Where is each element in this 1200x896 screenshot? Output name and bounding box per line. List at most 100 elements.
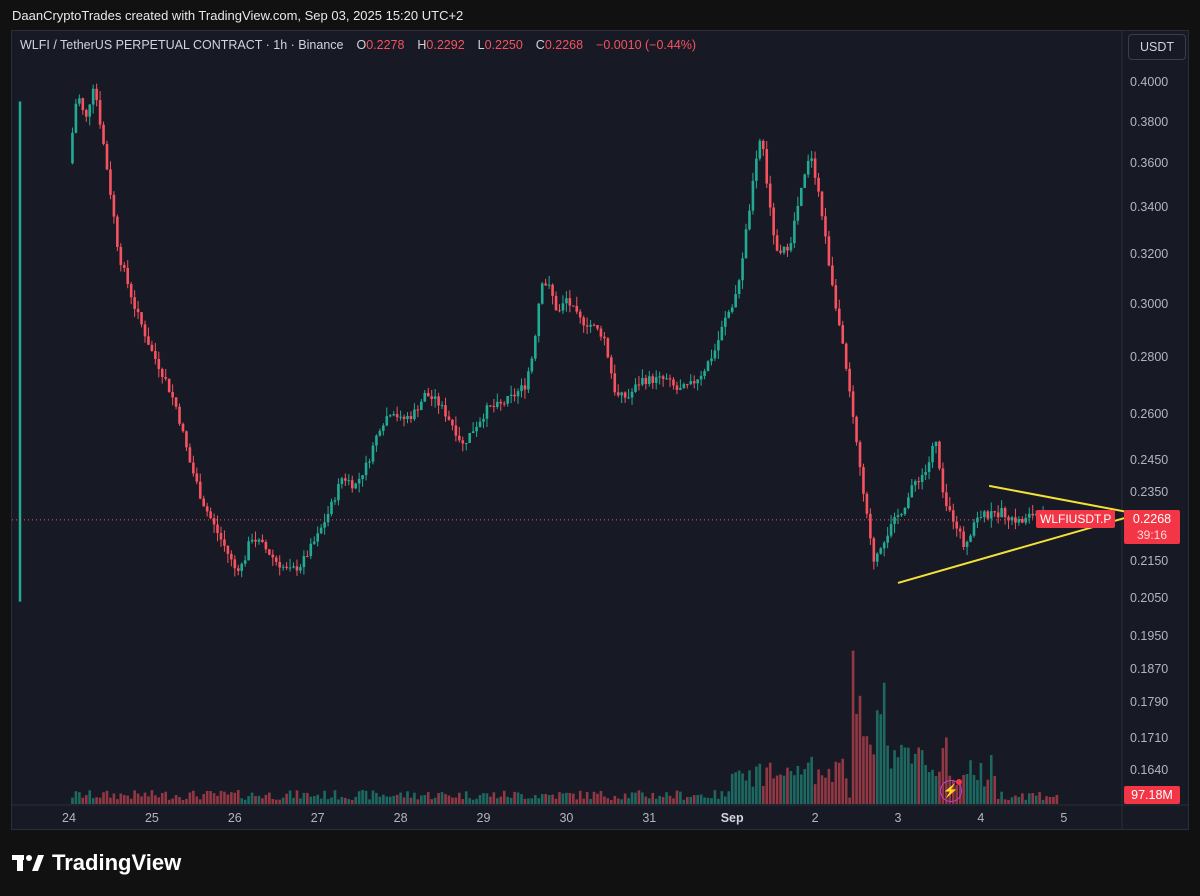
volume-bar — [458, 792, 461, 804]
candle-body — [679, 387, 682, 390]
candle-body — [717, 340, 720, 351]
volume-bar — [758, 763, 762, 804]
price-axis-label: 0.2150 — [1130, 554, 1169, 569]
volume-bar — [889, 768, 893, 804]
candle-body — [976, 517, 979, 523]
volume-bar — [202, 793, 206, 804]
chart-panel[interactable] — [11, 30, 1189, 830]
volume-bar — [281, 797, 285, 804]
candle-body — [513, 394, 516, 397]
candle-body — [534, 336, 537, 359]
candle-body — [648, 376, 651, 385]
volume-bar — [437, 793, 440, 804]
price-axis-label: 0.3600 — [1130, 156, 1169, 171]
candle-body — [288, 567, 292, 569]
candle-body — [150, 344, 154, 351]
time-axis-label: 25 — [144, 811, 159, 825]
volume-bar — [844, 778, 848, 804]
volume-bar — [451, 797, 454, 804]
volume-bar — [192, 790, 195, 804]
candle-body — [406, 415, 409, 420]
volume-bar — [261, 798, 264, 804]
time-axis-label: 2 — [811, 811, 819, 825]
candle-body — [889, 524, 893, 536]
volume-bar — [613, 795, 617, 804]
time-axis-label: 4 — [977, 811, 985, 825]
candle-body — [900, 514, 903, 516]
candle-body — [236, 568, 240, 571]
candle-body — [793, 220, 796, 244]
candle-body — [879, 548, 883, 554]
candle-body — [430, 396, 433, 399]
volume-bar — [382, 794, 385, 804]
candle-body — [865, 493, 869, 514]
volume-bar — [582, 798, 585, 804]
volume-bar — [900, 744, 903, 804]
volume-bar — [875, 710, 879, 804]
volume-bar — [302, 792, 306, 804]
volume-bar — [205, 790, 209, 804]
candle-body — [582, 317, 585, 326]
volume-bar — [599, 790, 603, 804]
candle-body — [364, 462, 368, 476]
volume-bar — [268, 792, 271, 804]
volume-bar — [837, 762, 841, 804]
candle-body — [547, 284, 551, 286]
volume-bar — [112, 793, 116, 804]
volume-bar — [496, 798, 499, 804]
volume-bar — [471, 799, 475, 804]
volume-bar — [292, 797, 295, 804]
volume-bar — [772, 778, 775, 804]
volume-bar — [748, 770, 751, 804]
volume-bar — [699, 794, 703, 804]
candle-body — [129, 284, 133, 298]
volume-bar — [406, 791, 409, 804]
lightning-icon[interactable]: ⚡ — [940, 780, 962, 802]
volume-bar — [858, 695, 862, 804]
volume-bar — [692, 795, 696, 804]
volume-bar — [685, 797, 689, 804]
volume-bar — [799, 774, 803, 804]
candle-body — [140, 312, 143, 325]
volume-bar — [806, 762, 810, 804]
volume-bar — [399, 792, 402, 804]
price-axis-label: 0.4000 — [1130, 75, 1169, 89]
candle-body — [167, 378, 171, 393]
candle-body — [84, 110, 88, 117]
volume-bar — [216, 795, 219, 804]
candle-body — [361, 475, 364, 479]
volume-bar — [713, 790, 717, 804]
volume-bar — [882, 682, 886, 804]
candle-body — [302, 555, 306, 568]
candle-body — [737, 280, 741, 294]
volume-value-tag: 97.18M — [1124, 786, 1180, 804]
candle-body — [88, 104, 92, 117]
candle-body — [872, 538, 876, 562]
volume-bar — [489, 796, 492, 804]
low-label: L — [477, 38, 485, 52]
volume-bar — [78, 792, 81, 804]
candle-body — [454, 425, 458, 436]
notification-dot — [956, 779, 962, 785]
candle-body — [941, 468, 945, 493]
volume-bar — [720, 791, 724, 804]
price-axis-label: 0.2050 — [1130, 590, 1169, 605]
volume-bar — [98, 797, 102, 804]
tradingview-logo-icon — [12, 855, 44, 871]
volume-bar — [931, 769, 934, 804]
volume-bar — [658, 795, 661, 804]
candle-body — [734, 293, 737, 308]
candle-body — [675, 385, 679, 390]
candle-body — [741, 258, 744, 281]
candle-body — [761, 140, 765, 150]
candle-body — [337, 484, 340, 501]
time-axis-label: 3 — [894, 811, 902, 825]
candle-body — [710, 358, 713, 362]
candle-body — [751, 180, 755, 211]
candle-body — [326, 513, 330, 523]
volume-bar — [333, 790, 337, 804]
currency-unit-button[interactable]: USDT — [1128, 34, 1186, 60]
candle-body — [489, 405, 492, 407]
volume-bar — [430, 799, 433, 804]
